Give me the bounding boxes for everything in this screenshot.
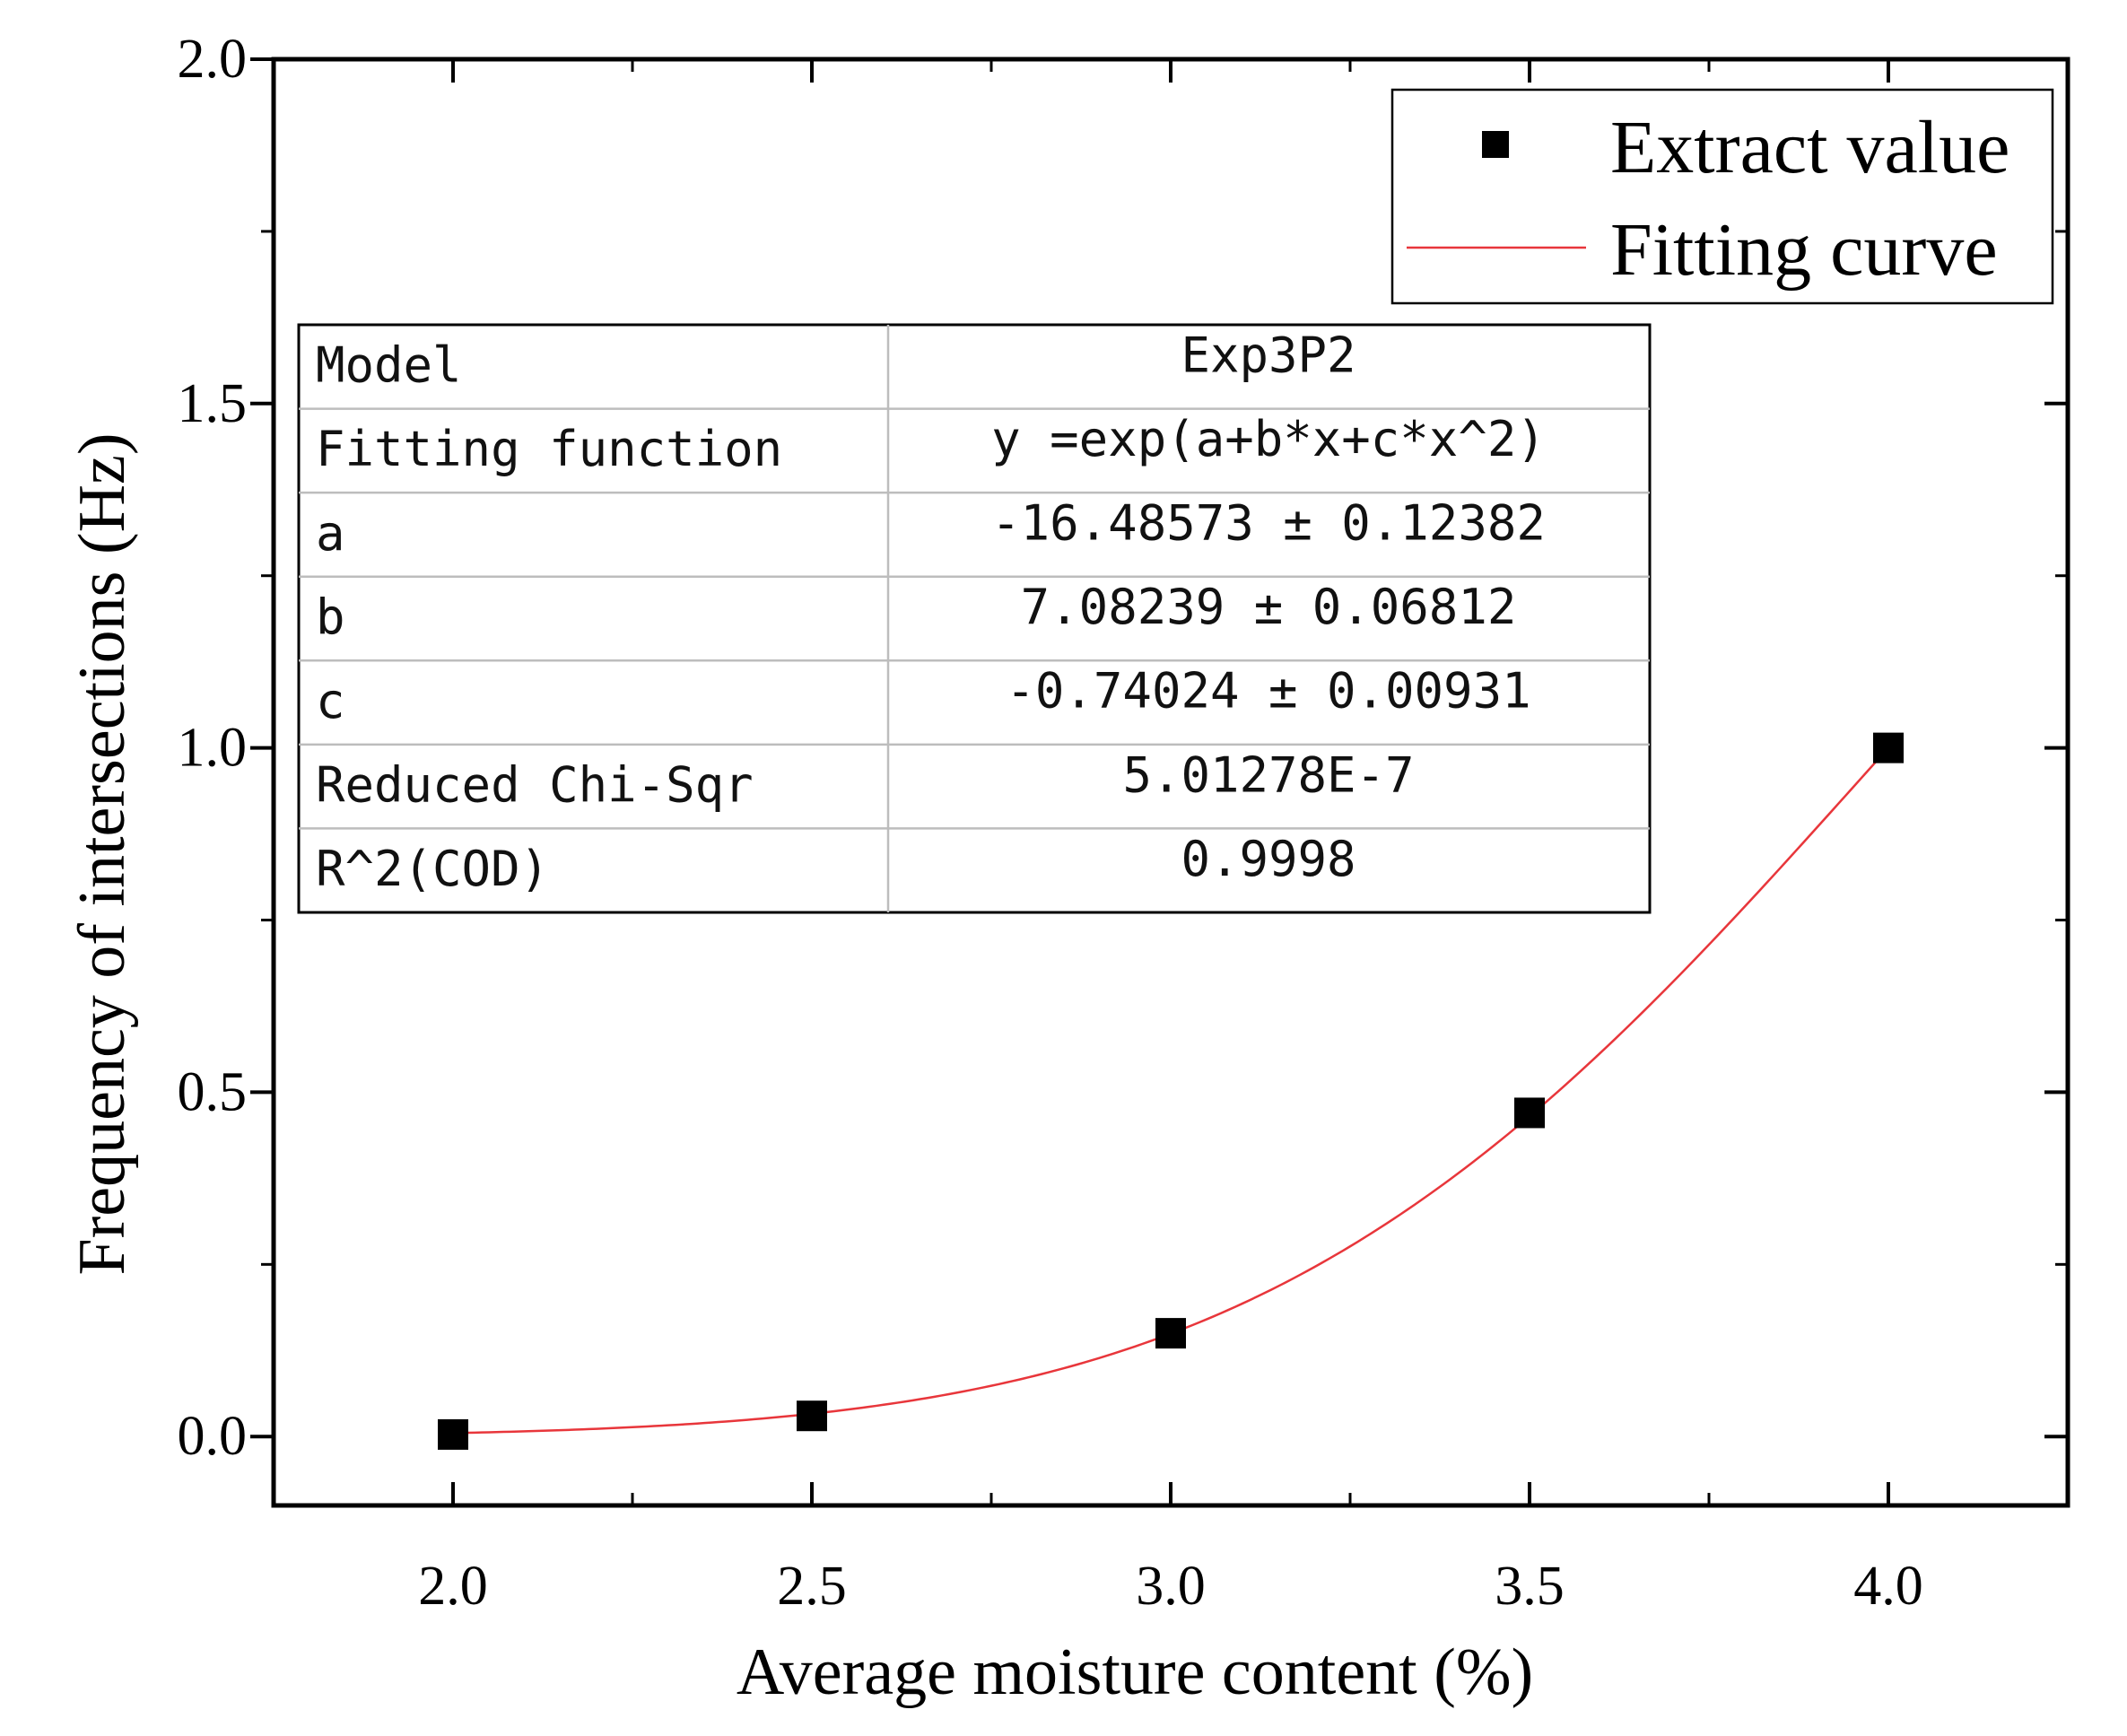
fit-table-value: 7.08239 ± 0.06812: [1021, 579, 1517, 635]
fit-table-value: 5.01278E-7: [1122, 746, 1414, 803]
y-tick-label: 1.5: [178, 373, 248, 434]
legend-label-fitting-curve: Fitting curve: [1610, 208, 1998, 292]
fit-table-label: Fitting function: [316, 421, 782, 477]
fit-table-value: y =exp(a+b*x+c*x^2): [991, 411, 1546, 467]
fit-table-label: Model: [316, 337, 462, 394]
y-tick-label: 2.0: [178, 29, 248, 90]
fit-table-label: a: [316, 505, 345, 562]
x-tick-label: 3.0: [1136, 1556, 1206, 1617]
fit-table-label: Reduced Chi-Sqr: [316, 756, 754, 813]
extract-value-point: [1873, 732, 1904, 763]
extract-value-point: [438, 1418, 468, 1450]
legend-box: [1390, 88, 2054, 305]
fit-results-table: Model Exp3P2 Fitting function y =exp(a+b*x+…: [297, 323, 1652, 914]
axis-ticks: [250, 57, 2068, 1505]
fit-table-rows: Model Exp3P2 Fitting function y =exp(a+b*x+…: [299, 327, 1650, 897]
extract-value-point: [797, 1400, 827, 1432]
extract-value-point: [1514, 1097, 1545, 1129]
extract-value-points: [438, 732, 1904, 1450]
legend-marker-extract-value: [1482, 131, 1509, 158]
legend-label-extract-value: Extract value: [1610, 106, 2009, 189]
fit-table-label: R^2(COD): [316, 841, 549, 897]
y-axis-title: Frequency of intersections (Hz): [65, 432, 139, 1275]
x-tick-label: 2.0: [418, 1556, 488, 1617]
x-tick-label: 2.5: [777, 1556, 847, 1617]
fit-table-border: [297, 323, 1652, 914]
fit-table-label: c: [316, 673, 345, 729]
extract-value-point: [1155, 1318, 1186, 1349]
fit-table-value: Exp3P2: [1181, 327, 1356, 383]
y-tick-label: 0.0: [178, 1406, 248, 1467]
x-tick-label: 4.0: [1853, 1556, 1923, 1617]
x-tick-label: 3.5: [1495, 1556, 1565, 1617]
axis-tick-labels: 2.0 2.5 3.0 3.5 4.0 0.0 0.5 1.0 1.5 2.0: [178, 29, 1923, 1617]
fit-table-value: -0.74024 ± 0.00931: [1006, 663, 1530, 720]
y-tick-label: 0.5: [178, 1061, 248, 1122]
fit-table-value: 0.9998: [1181, 831, 1356, 887]
x-axis-title: Average moisture content (%): [737, 1636, 1533, 1709]
y-tick-label: 1.0: [178, 718, 248, 779]
fit-table-label: b: [316, 589, 345, 645]
fit-table-value: -16.48573 ± 0.12382: [991, 495, 1546, 552]
legend: Extract value Fitting curve: [1390, 88, 2054, 305]
